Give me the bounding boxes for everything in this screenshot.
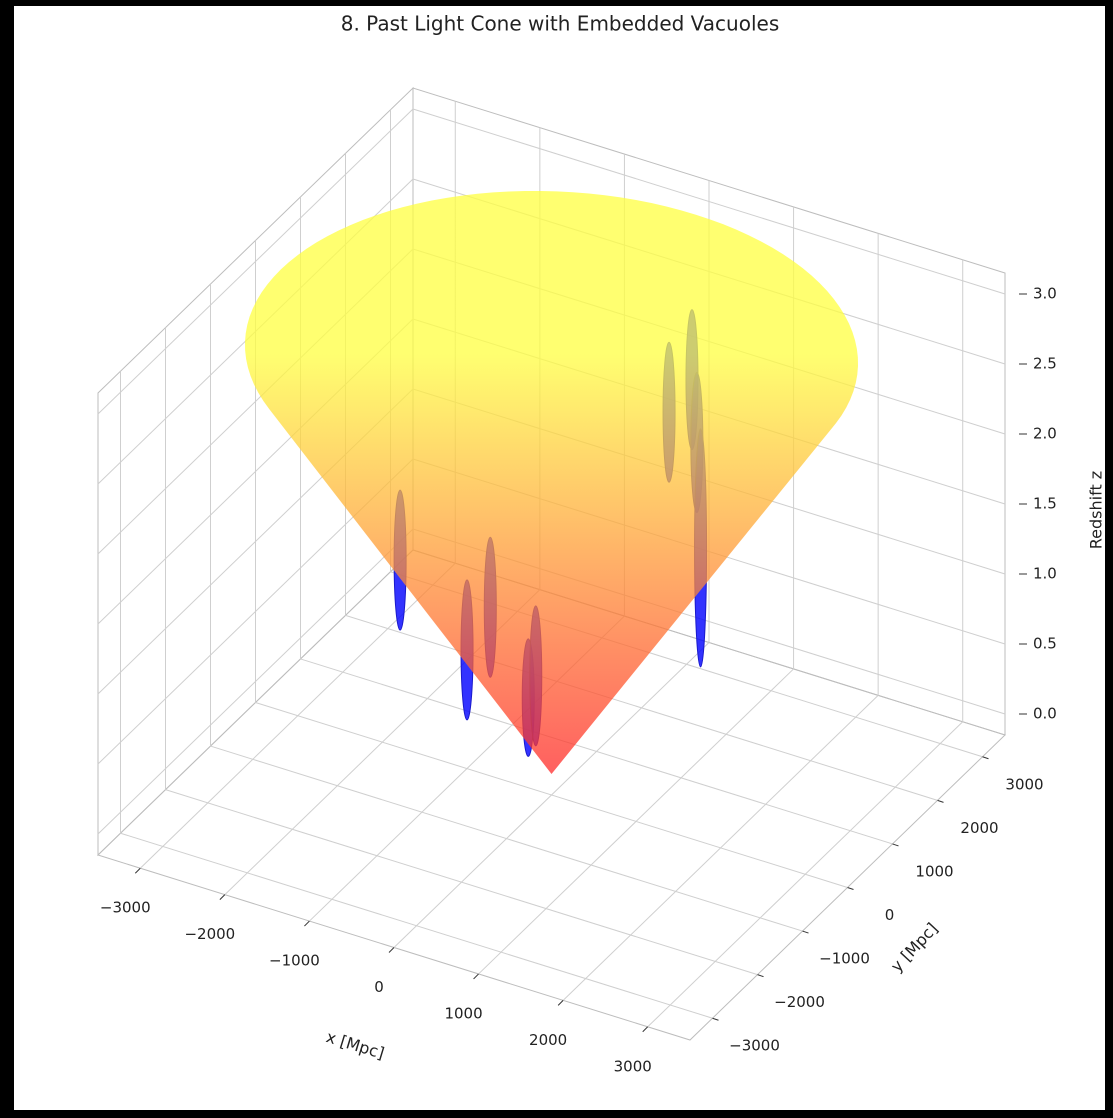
chart-title: 8. Past Light Cone with Embedded Vacuole… [341,12,780,36]
z-grid-line [412,108,1006,295]
y-tick-mark [892,843,899,847]
z-grid-line [97,108,414,415]
y-tick-label: −1000 [819,950,870,968]
x-tick-label: 2000 [529,1031,567,1049]
y-tick-label: −3000 [729,1037,780,1055]
x-tick-label: −2000 [184,925,235,943]
y-tick-label: 0 [885,906,895,924]
z-tick-label: 0.5 [1033,635,1057,653]
z-tick-label: 0.0 [1033,705,1057,723]
y-tick-label: −2000 [774,993,825,1011]
x-tick-mark [473,973,479,980]
y-tick-mark [757,974,764,978]
y-tick-mark [937,799,944,803]
z-grid-line [97,528,414,835]
x-tick-mark [642,1026,649,1033]
x-tick-mark [219,894,226,900]
y-grid-line [300,658,893,845]
y-grid-line [255,702,848,888]
y-tick-label: 1000 [915,862,953,880]
y-grid-line [120,832,713,1019]
x-tick-label: 1000 [444,1004,482,1022]
x-tick-label: −3000 [100,899,151,917]
x-tick-mark [134,867,141,874]
x-tick-label: −1000 [269,952,320,970]
y-tick-mark [982,756,989,760]
y-tick-mark [802,930,809,934]
x-tick-mark [388,947,395,953]
y-grid-line [345,614,938,801]
z-tick-label: 1.0 [1033,565,1057,583]
z-tick-label: 2.0 [1033,425,1057,443]
y-tick-label: 3000 [1005,775,1043,793]
z-axis-label: Redshift z [1087,471,1106,549]
light-cone [244,190,859,775]
z-tick-label: 3.0 [1033,285,1057,303]
x-tick-label: 3000 [614,1057,652,1075]
z-tick-label: 1.5 [1033,495,1057,513]
y-tick-mark [847,887,854,890]
y-grid-line [210,745,803,932]
y-grid-line [165,789,758,976]
y-tick-label: 2000 [960,819,998,837]
x-tick-label: 0 [374,978,384,996]
z-tick-label: 2.5 [1033,355,1057,373]
x-tick-mark [304,920,310,927]
x-tick-mark [557,1000,564,1006]
y-tick-mark [712,1017,719,1021]
